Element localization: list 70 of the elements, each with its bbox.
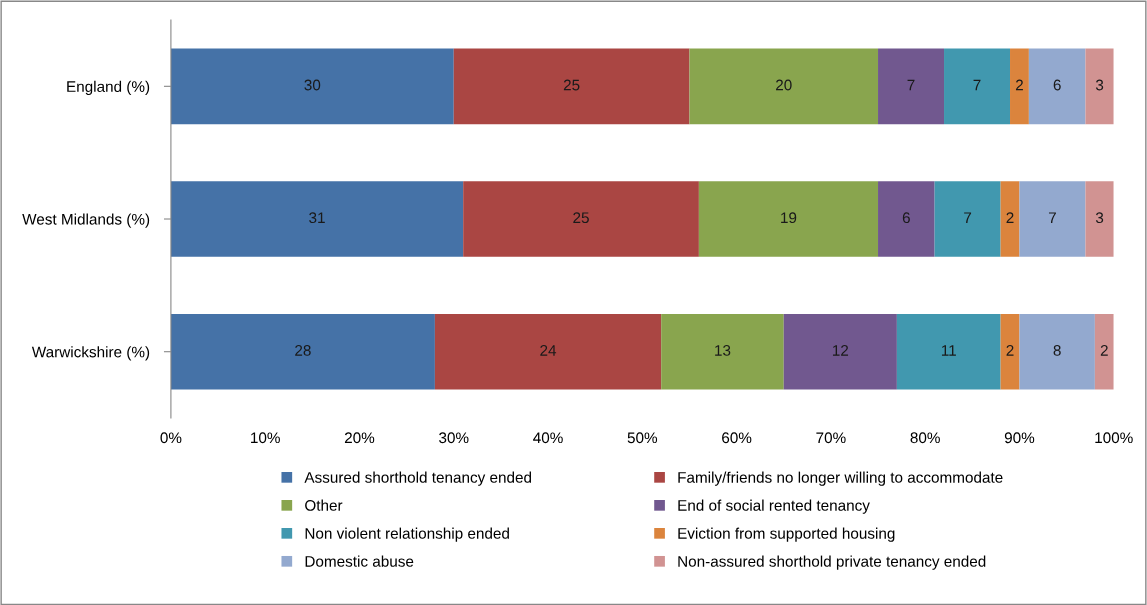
bar <box>463 181 699 257</box>
bar <box>1085 48 1114 125</box>
data-label: 31 <box>309 212 325 224</box>
x-tick-label: 10% <box>251 432 280 444</box>
x-tick-label: 100% <box>1095 432 1133 444</box>
bar <box>934 181 1001 257</box>
legend-label: Eviction from supported housing <box>678 527 895 542</box>
legend-label: Non-assured shorthold private tenancy ended <box>678 555 986 570</box>
bar <box>783 313 897 390</box>
bar <box>698 181 879 257</box>
data-label: 6 <box>1053 79 1061 91</box>
legend-label: Domestic abuse <box>305 555 414 567</box>
x-tick-label: 0% <box>160 432 182 444</box>
y-tick-label: Warwickshire (%) <box>31 346 150 361</box>
data-label: 2 <box>1015 79 1023 91</box>
bar <box>170 181 464 257</box>
x-tick-label: 90% <box>1004 432 1035 444</box>
data-label: 7 <box>907 79 915 91</box>
bar <box>170 48 454 125</box>
y-tick-label: England (%) <box>67 80 150 96</box>
data-label: 2 <box>1006 212 1014 223</box>
x-tick-label: 30% <box>439 432 469 444</box>
data-label: 30 <box>304 79 321 91</box>
data-label: 25 <box>563 79 580 91</box>
data-label: 2 <box>1006 344 1014 356</box>
x-tick-label: 20% <box>344 432 375 444</box>
legend-label: Assured shorthold tenancy ended <box>304 471 532 486</box>
bar <box>1019 313 1095 390</box>
x-tick-label: 60% <box>722 432 752 444</box>
y-tick-label: West Midlands (%) <box>22 213 150 228</box>
data-label: 3 <box>1095 212 1104 224</box>
bar <box>1019 181 1086 257</box>
bar <box>878 48 945 125</box>
data-label: 25 <box>573 212 589 224</box>
data-label: 2 <box>1100 344 1108 356</box>
legend-label: Non violent relationship ended <box>305 527 509 542</box>
bar <box>689 48 879 125</box>
bar <box>453 48 690 125</box>
bar <box>1094 313 1114 390</box>
bar <box>896 313 1001 390</box>
data-label: 8 <box>1053 344 1061 356</box>
data-label: 11 <box>941 345 956 356</box>
bar <box>1000 313 1020 390</box>
x-tick-label: 50% <box>627 432 658 444</box>
data-label: 12 <box>832 344 849 356</box>
bar <box>1085 181 1114 257</box>
bar <box>170 313 435 390</box>
data-label: 13 <box>715 344 731 356</box>
legend-label: End of social rented tenancy <box>678 499 870 514</box>
bar <box>878 181 935 257</box>
data-label: 20 <box>776 79 792 91</box>
data-label: 7 <box>973 79 981 91</box>
x-tick-label: 70% <box>816 432 846 444</box>
bar <box>1000 181 1020 257</box>
data-label: 7 <box>964 212 972 223</box>
bar <box>1028 48 1086 125</box>
bar <box>944 48 1011 125</box>
data-label: 7 <box>1048 212 1056 223</box>
bar <box>661 313 784 390</box>
data-label: 6 <box>902 212 910 224</box>
data-label: 28 <box>295 344 311 356</box>
data-label: 19 <box>781 212 797 224</box>
legend-label: Other <box>305 499 343 511</box>
legend-label: Family/friends no longer willing to accommodate <box>678 471 1003 486</box>
bar <box>434 313 662 390</box>
bar <box>1010 48 1029 125</box>
data-label: 3 <box>1095 79 1104 91</box>
x-tick-label: 80% <box>910 432 940 444</box>
data-label: 24 <box>540 344 557 356</box>
x-tick-label: 40% <box>533 432 563 444</box>
